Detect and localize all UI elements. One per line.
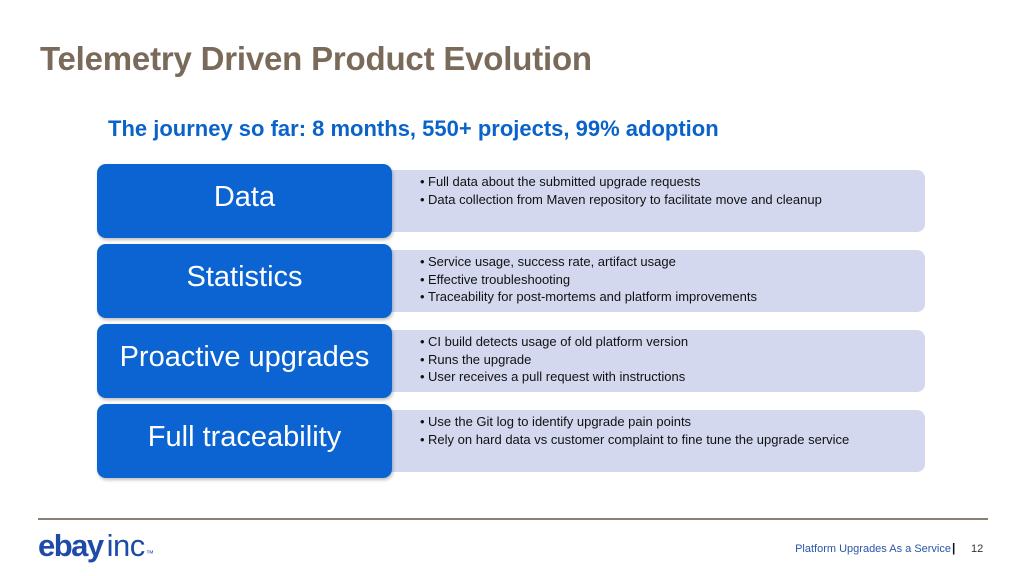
slide-subtitle: The journey so far: 8 months, 550+ proje… (108, 116, 719, 141)
row-detail: CI build detects usage of old platform v… (367, 330, 925, 392)
footer-presentation-title: Platform Upgrades As a Service (795, 543, 951, 555)
row-full-traceability: Use the Git log to identify upgrade pain… (97, 404, 925, 478)
row-statistics: Service usage, success rate, artifact us… (97, 244, 925, 318)
row-detail: Use the Git log to identify upgrade pain… (367, 410, 925, 472)
bullet-item: Data collection from Maven repository to… (420, 192, 909, 208)
bullet-item: User receives a pull request with instru… (420, 369, 909, 385)
bullet-list: Use the Git log to identify upgrade pain… (420, 414, 909, 448)
row-label: Full traceability (97, 404, 392, 478)
page-number: 12 (971, 543, 984, 555)
slide-title: Telemetry Driven Product Evolution (40, 40, 592, 77)
bullet-item: CI build detects usage of old platform v… (420, 334, 909, 350)
row-data: Full data about the submitted upgrade re… (97, 164, 925, 238)
footer-separator: | (952, 541, 956, 555)
row-label: Statistics (97, 244, 392, 318)
bullet-item: Effective troubleshooting (420, 272, 909, 288)
bullet-list: CI build detects usage of old platform v… (420, 334, 909, 385)
footer-divider (38, 518, 988, 520)
row-proactive-upgrades: CI build detects usage of old platform v… (97, 324, 925, 398)
bullet-item: Traceability for post-mortems and platfo… (420, 289, 909, 305)
ebay-inc-logo: ebay inc ™ (38, 528, 154, 564)
logo-inc-text: inc (106, 528, 146, 563)
logo-trademark: ™ (145, 549, 154, 558)
bullet-list: Service usage, success rate, artifact us… (420, 254, 909, 305)
row-label: Data (97, 164, 392, 238)
row-detail: Full data about the submitted upgrade re… (367, 170, 925, 232)
row-label: Proactive upgrades (97, 324, 392, 398)
bullet-list: Full data about the submitted upgrade re… (420, 174, 909, 208)
row-detail: Service usage, success rate, artifact us… (367, 250, 925, 312)
bullet-item: Full data about the submitted upgrade re… (420, 174, 909, 190)
logo-ebay-text: ebay (38, 528, 104, 563)
bullet-item: Rely on hard data vs customer complaint … (420, 432, 909, 448)
bullet-item: Runs the upgrade (420, 352, 909, 368)
bullet-item: Service usage, success rate, artifact us… (420, 254, 909, 270)
bullet-item: Use the Git log to identify upgrade pain… (420, 414, 909, 430)
